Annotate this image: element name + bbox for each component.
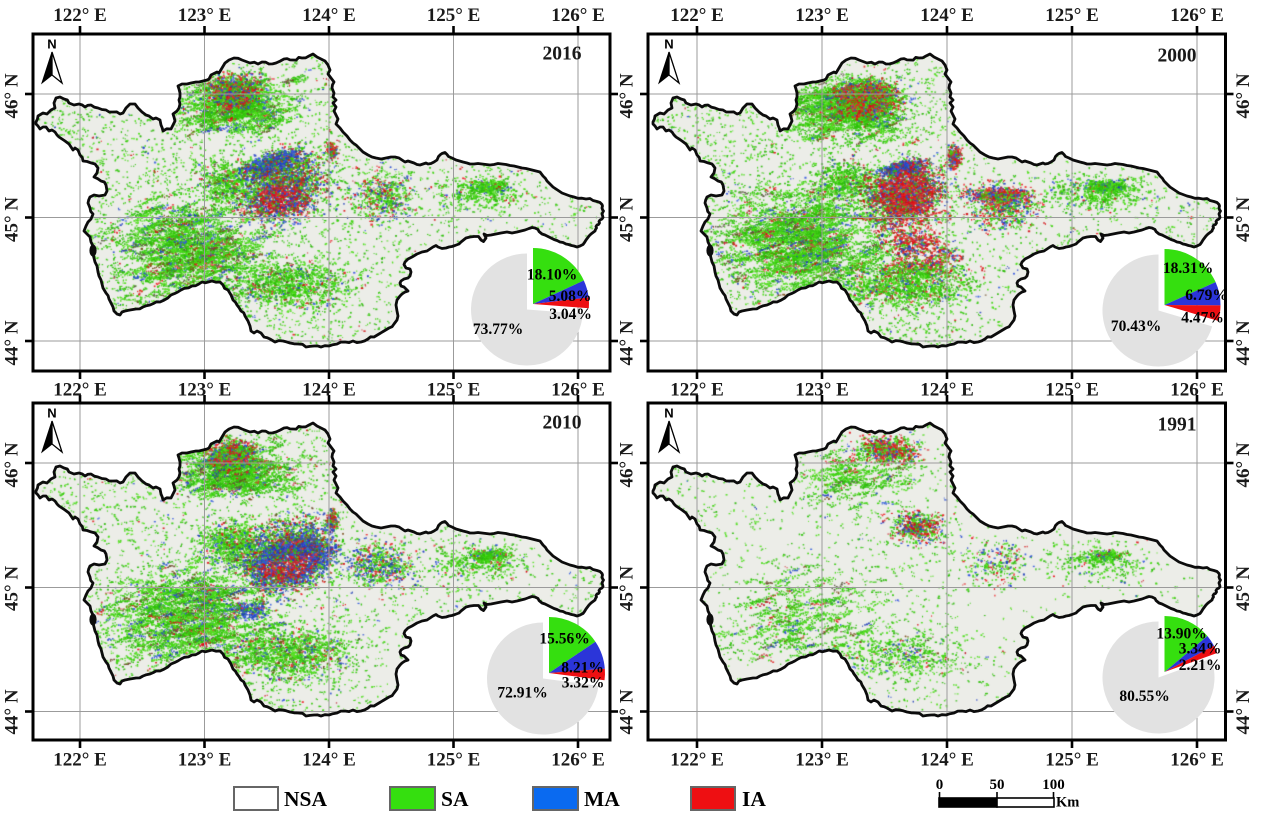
svg-text:6.79%: 6.79%	[1185, 287, 1228, 304]
svg-text:13.90%: 13.90%	[1156, 626, 1206, 643]
svg-text:5.08%: 5.08%	[549, 288, 592, 305]
svg-text:126° E: 126° E	[551, 380, 605, 401]
svg-text:125° E: 125° E	[427, 380, 481, 401]
svg-text:126° E: 126° E	[551, 5, 605, 26]
svg-text:N: N	[47, 37, 56, 52]
svg-text:46° N: 46° N	[617, 442, 638, 487]
svg-text:50: 50	[990, 777, 1005, 793]
svg-text:73.77%: 73.77%	[473, 321, 523, 338]
svg-text:124° E: 124° E	[302, 750, 356, 771]
svg-text:2010: 2010	[543, 413, 582, 434]
svg-text:N: N	[47, 406, 56, 421]
svg-text:N: N	[664, 37, 673, 52]
svg-text:45° N: 45° N	[1233, 197, 1254, 242]
svg-text:44° N: 44° N	[2, 689, 23, 734]
svg-text:80.55%: 80.55%	[1119, 688, 1169, 705]
svg-text:2000: 2000	[1158, 46, 1197, 67]
svg-text:126° E: 126° E	[1170, 380, 1224, 401]
svg-text:8.21%: 8.21%	[561, 660, 604, 677]
svg-text:125° E: 125° E	[1045, 750, 1099, 771]
svg-text:122° E: 122° E	[53, 750, 107, 771]
svg-text:N: N	[664, 406, 673, 421]
svg-text:1991: 1991	[1158, 415, 1197, 436]
svg-text:123° E: 123° E	[178, 380, 232, 401]
svg-text:70.43%: 70.43%	[1111, 318, 1161, 335]
svg-text:SA: SA	[441, 787, 469, 811]
svg-text:46° N: 46° N	[2, 73, 23, 118]
svg-text:124° E: 124° E	[302, 380, 356, 401]
svg-text:0: 0	[936, 777, 944, 793]
svg-text:44° N: 44° N	[1233, 689, 1254, 734]
svg-text:123° E: 123° E	[178, 5, 232, 26]
svg-text:18.10%: 18.10%	[527, 267, 577, 284]
svg-text:122° E: 122° E	[670, 380, 724, 401]
svg-text:123° E: 123° E	[795, 5, 849, 26]
svg-text:46° N: 46° N	[1233, 73, 1254, 118]
svg-text:124° E: 124° E	[302, 5, 356, 26]
svg-text:122° E: 122° E	[670, 750, 724, 771]
svg-text:126° E: 126° E	[1170, 5, 1224, 26]
svg-text:45° N: 45° N	[617, 197, 638, 242]
svg-text:46° N: 46° N	[1233, 442, 1254, 487]
svg-text:45° N: 45° N	[2, 197, 23, 242]
svg-text:126° E: 126° E	[1170, 750, 1224, 771]
svg-text:72.91%: 72.91%	[497, 685, 547, 702]
svg-text:2016: 2016	[543, 44, 582, 65]
svg-text:123° E: 123° E	[795, 750, 849, 771]
svg-text:3.32%: 3.32%	[562, 675, 605, 692]
svg-text:44° N: 44° N	[2, 320, 23, 365]
svg-text:45° N: 45° N	[617, 566, 638, 611]
svg-text:123° E: 123° E	[795, 380, 849, 401]
svg-text:45° N: 45° N	[1233, 566, 1254, 611]
svg-text:45° N: 45° N	[2, 566, 23, 611]
svg-text:100: 100	[1042, 777, 1065, 793]
svg-text:46° N: 46° N	[2, 442, 23, 487]
svg-text:122° E: 122° E	[670, 5, 724, 26]
svg-text:Km: Km	[1056, 795, 1079, 811]
svg-text:125° E: 125° E	[1045, 380, 1099, 401]
svg-text:4.47%: 4.47%	[1181, 310, 1224, 327]
svg-text:123° E: 123° E	[178, 750, 232, 771]
svg-text:125° E: 125° E	[427, 750, 481, 771]
svg-text:122° E: 122° E	[53, 5, 107, 26]
svg-text:44° N: 44° N	[617, 320, 638, 365]
svg-text:125° E: 125° E	[1045, 5, 1099, 26]
svg-text:44° N: 44° N	[1233, 320, 1254, 365]
svg-text:125° E: 125° E	[427, 5, 481, 26]
svg-text:IA: IA	[742, 787, 766, 811]
svg-text:MA: MA	[584, 787, 620, 811]
svg-text:NSA: NSA	[284, 787, 327, 811]
svg-text:18.31%: 18.31%	[1163, 260, 1213, 277]
svg-text:124° E: 124° E	[920, 5, 974, 26]
svg-text:126° E: 126° E	[551, 750, 605, 771]
svg-text:3.34%: 3.34%	[1179, 641, 1222, 658]
svg-text:15.56%: 15.56%	[539, 631, 589, 648]
svg-text:3.04%: 3.04%	[549, 306, 592, 323]
svg-text:2.21%: 2.21%	[1179, 657, 1222, 674]
svg-text:46° N: 46° N	[617, 73, 638, 118]
svg-text:44° N: 44° N	[617, 689, 638, 734]
svg-text:124° E: 124° E	[920, 380, 974, 401]
svg-text:124° E: 124° E	[920, 750, 974, 771]
svg-text:122° E: 122° E	[53, 380, 107, 401]
